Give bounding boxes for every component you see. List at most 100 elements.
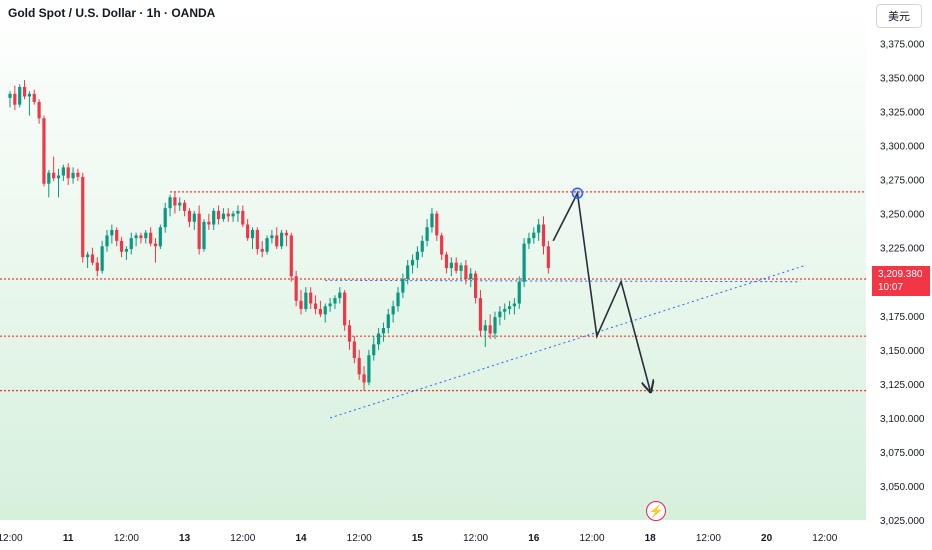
candle-body — [241, 210, 245, 225]
time-axis[interactable]: 12:00 11 12:00 13 12:00 14 12:00 15 12:00 16 12:00… — [0, 533, 838, 544]
candle-body — [498, 311, 502, 318]
candle-body — [18, 86, 22, 105]
candle-body — [139, 235, 143, 239]
currency-button[interactable]: 美元 — [876, 4, 922, 28]
time-tick-label: 15 — [412, 533, 424, 544]
candle-body — [488, 325, 492, 334]
price-tick-label: 3,100.000 — [880, 414, 925, 425]
candle-body — [415, 251, 419, 260]
candle-body — [71, 172, 75, 179]
candle-body — [13, 93, 17, 105]
candle-body — [503, 308, 507, 312]
candle-body — [372, 344, 376, 356]
candle-body — [246, 224, 250, 239]
price-tick-label: 3,300.000 — [880, 142, 925, 153]
candle-body — [192, 213, 196, 222]
candle-body — [304, 292, 308, 309]
candle-body — [493, 317, 497, 334]
candle-body — [129, 238, 133, 250]
candle-body — [425, 227, 429, 241]
candle-body — [347, 325, 352, 342]
candle-body — [66, 167, 70, 179]
trend-line — [325, 279, 801, 283]
candle-body — [459, 265, 463, 271]
candle-body — [343, 292, 347, 326]
time-tick-label: 14 — [295, 533, 307, 544]
target-marker — [571, 187, 584, 199]
price-tick-label: 3,075.000 — [880, 448, 925, 459]
time-tick-label: 11 — [63, 533, 74, 544]
candle-body — [352, 341, 356, 358]
candle-body — [469, 273, 473, 279]
candle-body — [338, 292, 342, 299]
candle-body — [183, 202, 187, 211]
candle-body — [42, 118, 46, 184]
candle-body — [144, 232, 148, 239]
time-tick-label: 12:00 — [0, 533, 23, 544]
candle-body — [173, 197, 177, 206]
candle-body — [474, 273, 478, 299]
candle-body — [299, 300, 303, 309]
candlesticks — [8, 80, 550, 391]
candle-body — [309, 292, 313, 304]
candle-body — [90, 254, 95, 263]
price-tick-label: 3,375.000 — [880, 39, 925, 50]
candle-body — [76, 172, 80, 177]
candle-body — [168, 197, 172, 209]
horizontal-levels — [0, 191, 866, 392]
candle-body — [284, 232, 289, 236]
candle-body — [81, 176, 85, 258]
price-tick-label: 3,350.000 — [880, 73, 925, 84]
lightning-icon[interactable]: ⚡ — [646, 501, 666, 521]
candle-body — [61, 167, 65, 176]
candle-body — [8, 93, 12, 98]
candle-body — [546, 246, 550, 269]
candle-body — [527, 238, 531, 244]
candle-body — [216, 210, 221, 220]
price-tick-label: 3,175.000 — [880, 312, 925, 323]
price-tick-label: 3,225.000 — [880, 244, 925, 255]
candle-body — [522, 243, 526, 282]
bar-countdown: 10:07 — [878, 282, 904, 293]
candle-body — [391, 306, 395, 315]
candle-body — [449, 262, 453, 269]
time-tick-label: 12:00 — [812, 533, 837, 544]
projection-path — [552, 187, 650, 390]
candle-body — [187, 210, 192, 222]
candle-body — [32, 93, 36, 102]
candle-body — [280, 232, 284, 247]
price-tick-label: 3,025.000 — [880, 516, 925, 527]
candle-body — [212, 210, 216, 225]
time-tick-label: 12:00 — [347, 533, 372, 544]
candle-body — [377, 333, 381, 345]
candle-body — [435, 213, 439, 236]
candle-body — [386, 314, 390, 329]
candle-body — [333, 298, 337, 304]
time-tick-label: 12:00 — [114, 533, 139, 544]
candle-body — [221, 213, 225, 220]
projection-line — [552, 190, 650, 390]
candle-body — [231, 213, 235, 217]
candle-body — [197, 213, 201, 250]
candle-body — [381, 328, 386, 334]
candle-body — [512, 303, 516, 307]
candle-body — [153, 243, 158, 247]
price-axis[interactable]: 3,375.000 3,350.000 3,325.000 3,300.000 3,27… — [880, 39, 925, 527]
candle-body — [541, 224, 546, 247]
price-tick-label: 3,125.000 — [880, 380, 925, 391]
candle-body — [367, 355, 371, 383]
price-tick-label: 3,250.000 — [880, 210, 925, 221]
candle-body — [27, 93, 31, 97]
candle-body — [313, 303, 318, 309]
candle-body — [86, 254, 90, 258]
candle-body — [410, 259, 415, 266]
candle-body — [420, 240, 424, 252]
candle-body — [318, 308, 322, 315]
candle-body — [294, 276, 298, 301]
candle-body — [464, 265, 468, 279]
candle-body — [483, 325, 487, 331]
price-tick-label: 3,150.000 — [880, 346, 925, 357]
candle-body — [532, 232, 536, 239]
last-price-value: 3,209.380 — [878, 269, 923, 280]
